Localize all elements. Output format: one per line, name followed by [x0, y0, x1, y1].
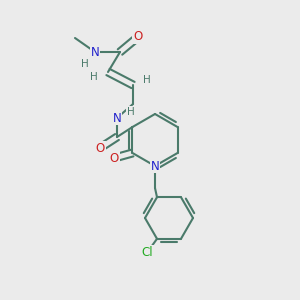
Text: H: H	[127, 107, 135, 117]
Text: H: H	[81, 59, 89, 69]
Text: H: H	[143, 75, 151, 85]
Text: N: N	[151, 160, 159, 172]
Text: N: N	[91, 46, 99, 59]
Text: O: O	[110, 152, 119, 164]
Text: O: O	[95, 142, 105, 154]
Text: Cl: Cl	[141, 246, 153, 259]
Text: H: H	[90, 72, 98, 82]
Text: N: N	[112, 112, 122, 124]
Text: O: O	[134, 31, 142, 44]
